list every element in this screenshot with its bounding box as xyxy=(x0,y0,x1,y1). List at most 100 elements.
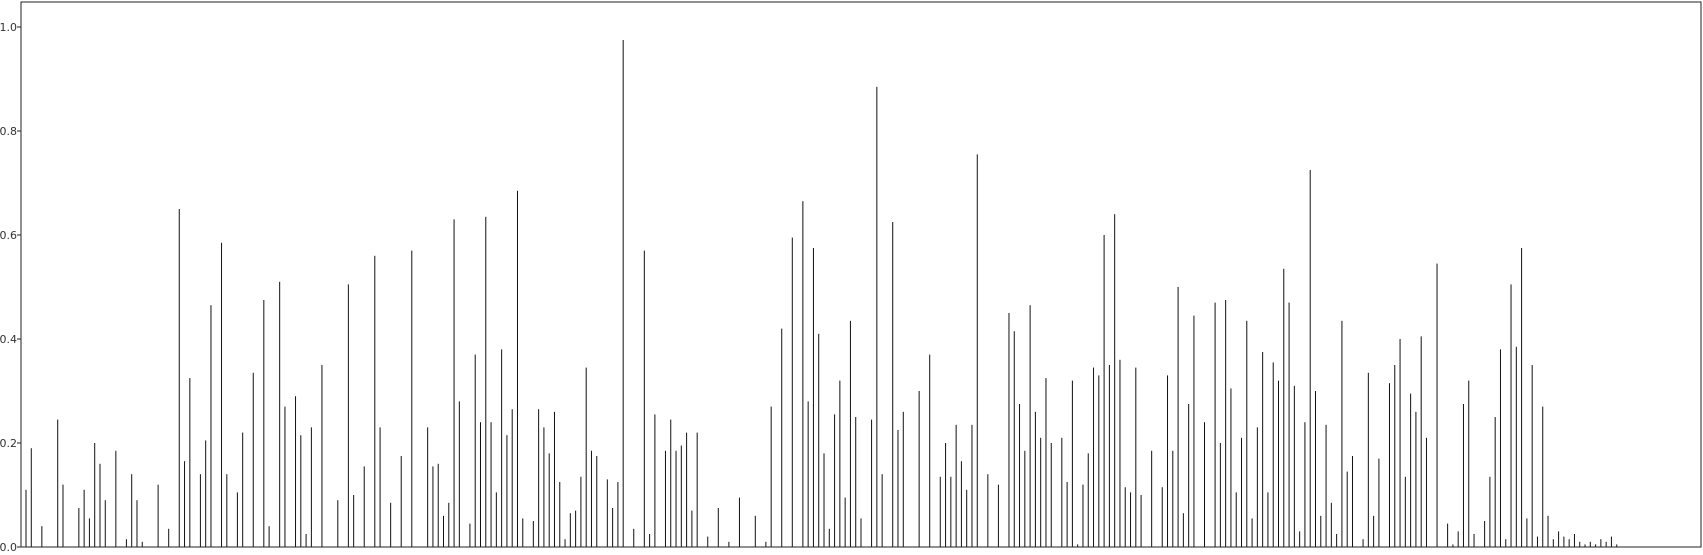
bar xyxy=(1610,536,1612,547)
bar xyxy=(1278,380,1279,547)
bar xyxy=(411,250,413,547)
bar xyxy=(1589,541,1591,547)
bar xyxy=(443,515,444,547)
bar xyxy=(1161,487,1163,547)
bar xyxy=(1082,484,1084,547)
bar xyxy=(125,539,127,547)
bar xyxy=(501,349,503,547)
bar xyxy=(538,409,540,547)
bar xyxy=(828,528,830,547)
bar xyxy=(1373,515,1375,547)
bar xyxy=(1288,302,1290,547)
bar xyxy=(168,528,170,547)
bar xyxy=(1098,375,1100,547)
bar xyxy=(242,432,244,547)
bar xyxy=(1563,536,1565,547)
bar xyxy=(1367,372,1369,547)
bar xyxy=(686,432,688,547)
bar xyxy=(860,518,862,547)
bar xyxy=(1510,284,1512,547)
bar xyxy=(115,450,117,547)
bar xyxy=(575,510,577,547)
bar xyxy=(1325,424,1327,547)
bar xyxy=(553,411,555,547)
bar xyxy=(1462,404,1464,547)
bar xyxy=(1388,383,1390,547)
bar xyxy=(1066,482,1068,547)
bar xyxy=(548,453,550,547)
bar xyxy=(871,419,873,547)
bar xyxy=(178,209,180,547)
bar xyxy=(649,534,651,547)
bar xyxy=(1262,352,1264,547)
bar xyxy=(728,541,730,547)
bar xyxy=(83,489,85,547)
bar xyxy=(564,539,566,547)
bar xyxy=(30,448,32,547)
bar xyxy=(680,445,682,547)
bar xyxy=(1283,268,1285,547)
bar xyxy=(506,435,508,547)
bar xyxy=(300,435,302,547)
bar xyxy=(1394,365,1396,547)
bar xyxy=(1552,539,1554,547)
bar xyxy=(971,424,973,547)
bar xyxy=(997,484,999,547)
bar xyxy=(131,474,133,547)
y-tick-label: 1.0 xyxy=(0,21,17,34)
bar xyxy=(1452,544,1454,547)
bar xyxy=(1341,320,1343,547)
bar xyxy=(99,463,101,547)
bar xyxy=(1457,531,1459,547)
bar xyxy=(1172,450,1174,547)
bar xyxy=(1167,375,1169,547)
bar xyxy=(210,305,212,547)
bar xyxy=(881,474,883,547)
bar xyxy=(1008,313,1010,547)
bar xyxy=(1256,427,1258,547)
bar xyxy=(1299,531,1301,547)
bar xyxy=(252,372,254,547)
bar xyxy=(1135,367,1137,547)
bar xyxy=(1130,492,1132,547)
bar xyxy=(834,414,836,547)
bar xyxy=(1151,450,1153,547)
bar xyxy=(770,406,772,547)
bar xyxy=(849,320,851,547)
bar xyxy=(1293,385,1295,547)
bar xyxy=(189,378,191,547)
bar xyxy=(1600,539,1602,547)
bar xyxy=(1542,406,1544,547)
bar xyxy=(226,474,228,547)
bar xyxy=(1124,487,1126,547)
bar xyxy=(485,216,487,548)
bar xyxy=(812,248,814,547)
bar xyxy=(453,219,455,547)
bar xyxy=(516,190,518,548)
bar xyxy=(1404,476,1406,547)
bar xyxy=(1024,450,1026,547)
bar xyxy=(633,528,635,547)
bar xyxy=(1499,349,1501,547)
bar xyxy=(1235,492,1237,547)
bar xyxy=(1103,235,1105,547)
bar xyxy=(41,526,43,547)
bar xyxy=(707,536,709,547)
bar xyxy=(855,417,857,547)
plot-background xyxy=(21,2,1701,547)
bar xyxy=(1246,320,1248,547)
bar xyxy=(580,476,582,547)
bar xyxy=(1595,544,1597,547)
bar xyxy=(596,456,598,547)
bar xyxy=(929,354,931,547)
bar xyxy=(590,450,592,547)
bar xyxy=(987,474,989,547)
bar xyxy=(876,86,878,548)
bar xyxy=(1267,492,1269,547)
bar xyxy=(966,489,968,547)
plot-frame xyxy=(20,1,1702,548)
bar xyxy=(205,440,207,547)
bar xyxy=(1410,393,1412,547)
bar xyxy=(945,443,947,547)
bar xyxy=(157,484,159,547)
